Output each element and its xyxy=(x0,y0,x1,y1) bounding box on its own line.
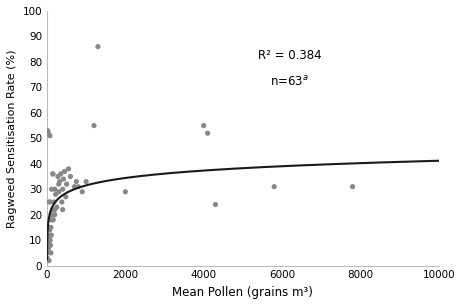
Point xyxy=(44,128,51,133)
Point xyxy=(61,169,68,174)
Point xyxy=(46,133,54,138)
Point xyxy=(46,235,53,240)
Point xyxy=(65,166,72,171)
Point xyxy=(51,187,59,192)
Point xyxy=(94,44,102,49)
Point xyxy=(52,192,59,197)
Point xyxy=(58,200,66,204)
Point xyxy=(349,184,356,189)
Point xyxy=(46,200,54,204)
Point xyxy=(44,250,51,255)
Point xyxy=(45,258,53,263)
Point xyxy=(46,225,53,230)
Point xyxy=(49,171,56,176)
Point xyxy=(71,184,78,189)
Point xyxy=(51,212,59,217)
Point xyxy=(212,202,219,207)
Point xyxy=(47,250,55,255)
Point xyxy=(56,179,63,184)
Point xyxy=(47,225,55,230)
Point xyxy=(45,131,52,136)
Point xyxy=(47,243,54,248)
Point xyxy=(63,182,70,187)
Point xyxy=(44,233,52,237)
Point xyxy=(50,200,58,204)
Point xyxy=(82,179,90,184)
Point xyxy=(55,189,62,194)
Point xyxy=(204,131,211,136)
Point xyxy=(49,217,56,222)
Point xyxy=(49,207,56,212)
Point xyxy=(49,171,56,176)
Point xyxy=(43,256,51,260)
Point xyxy=(271,184,278,189)
Point xyxy=(54,174,61,179)
Point xyxy=(59,187,67,192)
Text: n=63$^a$: n=63$^a$ xyxy=(270,75,310,89)
Point xyxy=(59,207,67,212)
Point xyxy=(57,171,64,176)
Point xyxy=(48,212,55,217)
Point xyxy=(44,238,52,243)
Point xyxy=(48,233,55,237)
Point xyxy=(53,205,61,210)
Point xyxy=(200,123,207,128)
Point xyxy=(79,189,86,194)
Point xyxy=(44,243,51,248)
Point xyxy=(46,228,54,233)
Point xyxy=(47,217,54,222)
Point xyxy=(67,174,74,179)
Point xyxy=(44,248,51,253)
Point xyxy=(51,207,59,212)
Point xyxy=(55,182,62,187)
Point xyxy=(45,245,52,250)
Point xyxy=(90,123,97,128)
Y-axis label: Ragweed Sensitisation Rate (%): Ragweed Sensitisation Rate (%) xyxy=(7,49,17,228)
Text: R² = 0.384: R² = 0.384 xyxy=(258,49,322,62)
Point xyxy=(73,179,80,184)
Point xyxy=(46,238,54,243)
Point xyxy=(45,240,53,245)
Point xyxy=(49,217,57,222)
Point xyxy=(48,187,55,192)
Point xyxy=(122,189,129,194)
X-axis label: Mean Pollen (grains m³): Mean Pollen (grains m³) xyxy=(172,286,313,299)
Point xyxy=(45,200,53,204)
Point xyxy=(62,194,69,199)
Point xyxy=(75,184,82,189)
Point xyxy=(60,177,67,181)
